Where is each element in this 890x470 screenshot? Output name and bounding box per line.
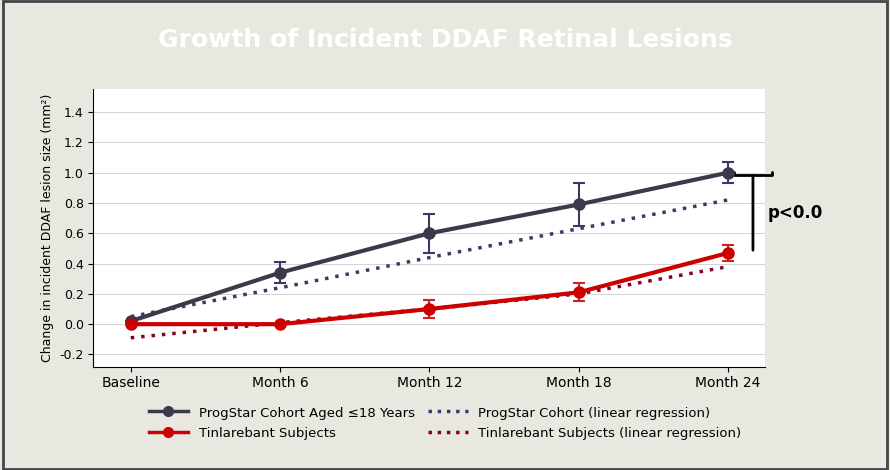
Legend: ProgStar Cohort Aged ≤18 Years, Tinlarebant Subjects, ProgStar Cohort (linear re: ProgStar Cohort Aged ≤18 Years, Tinlareb… <box>143 401 747 445</box>
Text: p<0.0: p<0.0 <box>768 204 823 222</box>
Text: Growth of Incident DDAF Retinal Lesions: Growth of Incident DDAF Retinal Lesions <box>158 28 732 52</box>
Y-axis label: Change in incident DDAF lesion size (mm²): Change in incident DDAF lesion size (mm²… <box>41 94 53 362</box>
